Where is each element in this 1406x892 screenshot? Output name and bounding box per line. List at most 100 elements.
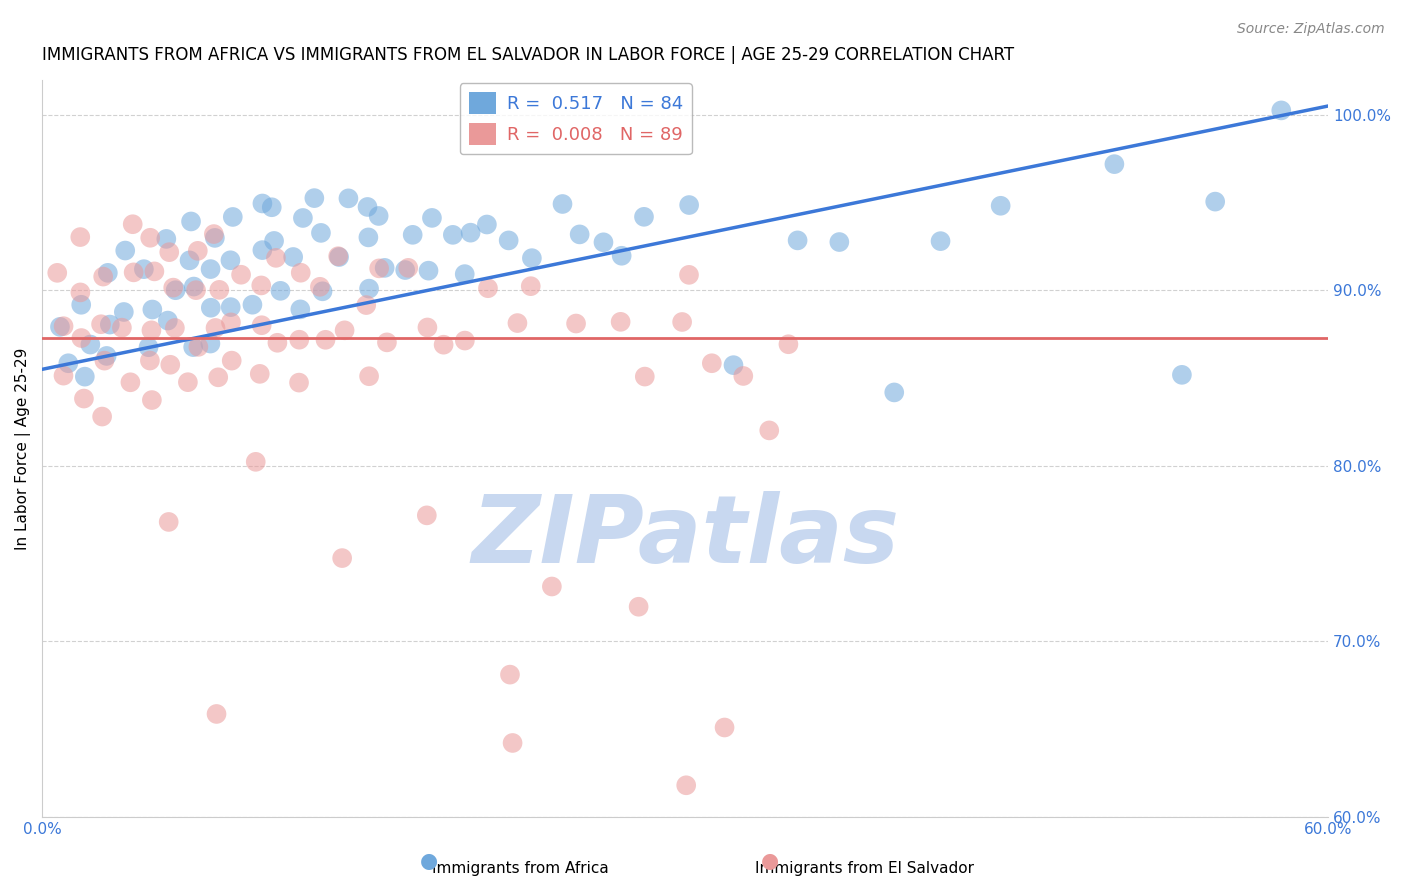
Point xyxy=(288,333,311,347)
Point xyxy=(98,318,121,332)
Point xyxy=(328,249,350,263)
Point xyxy=(181,340,204,354)
Point xyxy=(477,281,499,295)
Point xyxy=(111,320,134,334)
Point xyxy=(58,356,80,370)
Point xyxy=(266,335,288,350)
Point xyxy=(245,455,267,469)
Point xyxy=(139,353,162,368)
Point xyxy=(155,232,177,246)
Point xyxy=(333,323,356,337)
Point xyxy=(52,368,75,383)
Point xyxy=(328,250,350,264)
Point xyxy=(678,268,700,282)
Point xyxy=(242,298,264,312)
Point xyxy=(252,243,274,257)
Point xyxy=(162,280,184,294)
Point xyxy=(357,230,380,244)
Point xyxy=(499,667,522,681)
Point xyxy=(180,214,202,228)
Point xyxy=(786,233,808,247)
Point xyxy=(592,235,614,250)
Point xyxy=(568,227,591,242)
Point xyxy=(990,199,1012,213)
Point xyxy=(402,227,425,242)
Point xyxy=(454,267,477,281)
Point xyxy=(187,340,209,354)
Point xyxy=(929,234,952,248)
Point xyxy=(250,278,273,293)
Point xyxy=(304,191,326,205)
Point xyxy=(441,227,464,242)
Point xyxy=(565,317,588,331)
Point xyxy=(269,284,291,298)
Point xyxy=(163,321,186,335)
Point xyxy=(159,358,181,372)
Point xyxy=(120,376,142,390)
Point xyxy=(138,340,160,354)
Y-axis label: In Labor Force | Age 25-29: In Labor Force | Age 25-29 xyxy=(15,347,31,549)
Point xyxy=(204,321,226,335)
Point xyxy=(252,196,274,211)
Point xyxy=(354,298,377,312)
Point xyxy=(70,298,93,312)
Point xyxy=(609,315,631,329)
Text: Immigrants from Africa: Immigrants from Africa xyxy=(432,861,609,876)
Point xyxy=(187,244,209,258)
Point xyxy=(700,356,723,370)
Point xyxy=(139,231,162,245)
Point xyxy=(208,283,231,297)
Point xyxy=(219,315,242,329)
Point xyxy=(368,261,391,276)
Point xyxy=(200,336,222,351)
Point xyxy=(73,369,96,384)
Point xyxy=(49,319,72,334)
Point xyxy=(758,424,780,438)
Point xyxy=(502,736,524,750)
Point xyxy=(184,283,207,297)
Point xyxy=(519,279,541,293)
Point xyxy=(506,316,529,330)
Point xyxy=(723,358,745,372)
Point xyxy=(633,210,655,224)
Point xyxy=(675,778,697,792)
Point xyxy=(73,392,96,406)
Point xyxy=(394,263,416,277)
Point xyxy=(222,210,245,224)
Point xyxy=(291,211,314,225)
Point xyxy=(337,191,360,205)
Text: Immigrants from El Salvador: Immigrants from El Salvador xyxy=(755,861,974,876)
Point xyxy=(678,198,700,212)
Point xyxy=(733,368,755,383)
Point xyxy=(828,235,851,249)
Point xyxy=(264,251,287,265)
Point xyxy=(309,226,332,240)
Point xyxy=(1104,157,1126,171)
Text: ●: ● xyxy=(420,852,437,871)
Point xyxy=(202,227,225,241)
Point xyxy=(221,353,243,368)
Point xyxy=(112,305,135,319)
Point xyxy=(551,197,574,211)
Point xyxy=(141,392,163,407)
Point xyxy=(141,323,163,337)
Point xyxy=(132,262,155,277)
Point xyxy=(627,599,650,614)
Point xyxy=(367,209,389,223)
Point xyxy=(283,250,305,264)
Point xyxy=(157,515,180,529)
Point xyxy=(249,367,271,381)
Point xyxy=(315,333,337,347)
Point xyxy=(183,279,205,293)
Text: Source: ZipAtlas.com: Source: ZipAtlas.com xyxy=(1237,22,1385,37)
Point xyxy=(46,266,69,280)
Point xyxy=(541,580,564,594)
Point xyxy=(79,337,101,351)
Point xyxy=(93,353,115,368)
Point xyxy=(52,319,75,334)
Point xyxy=(260,200,283,214)
Point xyxy=(396,260,419,275)
Point xyxy=(91,269,114,284)
Point xyxy=(156,313,179,327)
Point xyxy=(204,231,226,245)
